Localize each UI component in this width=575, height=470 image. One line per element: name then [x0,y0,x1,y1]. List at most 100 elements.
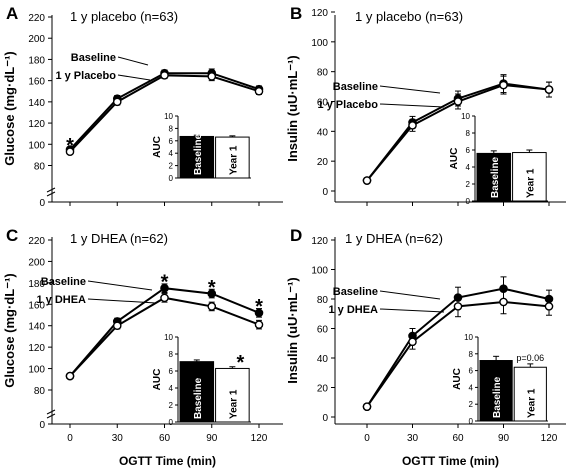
inset-y-tick-label: 10 [164,112,173,121]
panel-title: 1 y placebo (n=63) [70,9,178,24]
inset-y-tick-label: 4 [466,163,471,172]
data-point [453,302,463,311]
data-point [408,337,417,347]
panel-label: A [6,4,18,23]
y-tick-label: 100 [28,365,45,376]
panel-label: B [290,4,302,23]
auc-bar-year1 [513,366,547,422]
data-point [254,86,264,96]
data-point [112,321,122,331]
inset-y-tick-label: 6 [169,137,174,146]
inset-y-tick-label: 2 [466,180,471,189]
axis-break-mark [46,413,56,419]
data-point [207,72,217,81]
panel-title: 1 y DHEA (n=62) [345,231,443,246]
y-tick-label: 80 [317,68,329,79]
x-tick-label: 60 [452,433,464,444]
legend-leader-line [117,56,149,66]
x-tick-label: 90 [206,433,218,444]
y-tick-label: 0 [322,413,328,424]
inset-y-axis-title: AUC [452,368,463,390]
significance-star: * [66,135,74,157]
axis-break-mark [46,191,56,197]
y-tick-label: 200 [28,257,45,268]
data-point [408,121,417,130]
auc-bar-label: Year 1 [526,388,537,418]
data-point [362,402,372,411]
y-axis-title: Glucose (mg·dL⁻¹) [2,273,17,387]
y-tick-label: 180 [28,55,45,66]
x-tick-label: 60 [159,433,171,444]
legend-leader-line [379,308,445,313]
y-tick-label: 180 [28,279,45,290]
y-tick-label: 100 [28,140,45,151]
axis-break-mark [46,187,56,193]
data-point [544,302,554,311]
y-tick-label: 0 [322,187,328,198]
y-tick-label: 120 [311,8,328,19]
legend-label-baseline: Baseline [71,52,116,64]
inset-y-tick-label: 6 [469,367,474,376]
y-tick-label: 20 [317,384,329,395]
y-tick-label: 140 [28,98,45,109]
legend-label-baseline: Baseline [333,81,378,93]
inset-y-tick-label: 2 [169,162,174,171]
legend-label-year1: 1 y Placebo [55,70,116,82]
x-tick-label: 30 [112,433,124,444]
inset-y-tick-label: 6 [466,146,471,155]
legend-leader-line [87,298,157,304]
x-axis-title: OGTT Time (min) [119,454,216,468]
y-tick-label: 60 [317,325,329,336]
auc-inset: 0 2 4 6 8 10 AUC Baseline Year 1 * [152,333,251,427]
data-point [207,302,217,311]
legend-label-baseline: Baseline [41,276,86,288]
significance-star: * [208,277,216,299]
inset-significance-star: * [236,352,244,374]
data-point [160,283,169,293]
data-point [160,293,169,303]
legend-label-baseline: Baseline [333,286,378,298]
y-tick-label: 220 [28,13,45,24]
panel-title: 1 y DHEA (n=62) [70,231,168,246]
y-tick-label: 200 [28,34,45,45]
y-tick-label: 100 [311,266,328,277]
y-tick-label: 160 [28,77,45,88]
inset-y-tick-label: 10 [461,112,470,121]
auc-bar-baseline [179,361,215,423]
inset-y-tick-label: 10 [164,333,173,342]
x-tick-label: 30 [407,433,419,444]
y-tick-label: 120 [311,236,328,247]
data-point [544,85,554,94]
data-point [254,320,264,329]
inset-y-tick-label: 6 [169,367,174,376]
auc-inset: 0 2 4 6 8 10 AUC Baseline Year 1 [449,112,548,206]
legend-leader-line [117,74,151,81]
legend-leader-line [379,290,441,300]
x-axis-title: OGTT Time (min) [402,454,499,468]
data-point [453,97,463,106]
x-tick-label: 0 [364,433,370,444]
data-point [499,80,508,90]
x-tick-label: 120 [541,433,558,444]
y-tick-label: 120 [28,119,45,130]
data-point [65,371,75,381]
auc-bar-year1 [215,367,250,423]
data-point [160,71,169,80]
auc-bar-year1 [215,136,250,179]
x-tick-label: 120 [251,433,268,444]
legend-leader-line [379,103,445,108]
y-axis-title: Glucose (mg·dL⁻¹) [2,51,17,165]
y-axis-title: Insulin (uU·mL⁻¹) [285,55,300,162]
y-tick-label: 60 [317,98,329,109]
y-tick-label: 0 [39,420,45,431]
y-tick-label: 120 [28,343,45,354]
auc-bar-baseline [476,152,512,202]
y-tick-label: 0 [39,198,45,209]
inset-y-tick-label: 8 [169,350,174,359]
inset-y-axis-title: AUC [152,369,163,391]
legend-label-year1: 1 y DHEA [36,294,86,306]
data-point [254,308,264,318]
